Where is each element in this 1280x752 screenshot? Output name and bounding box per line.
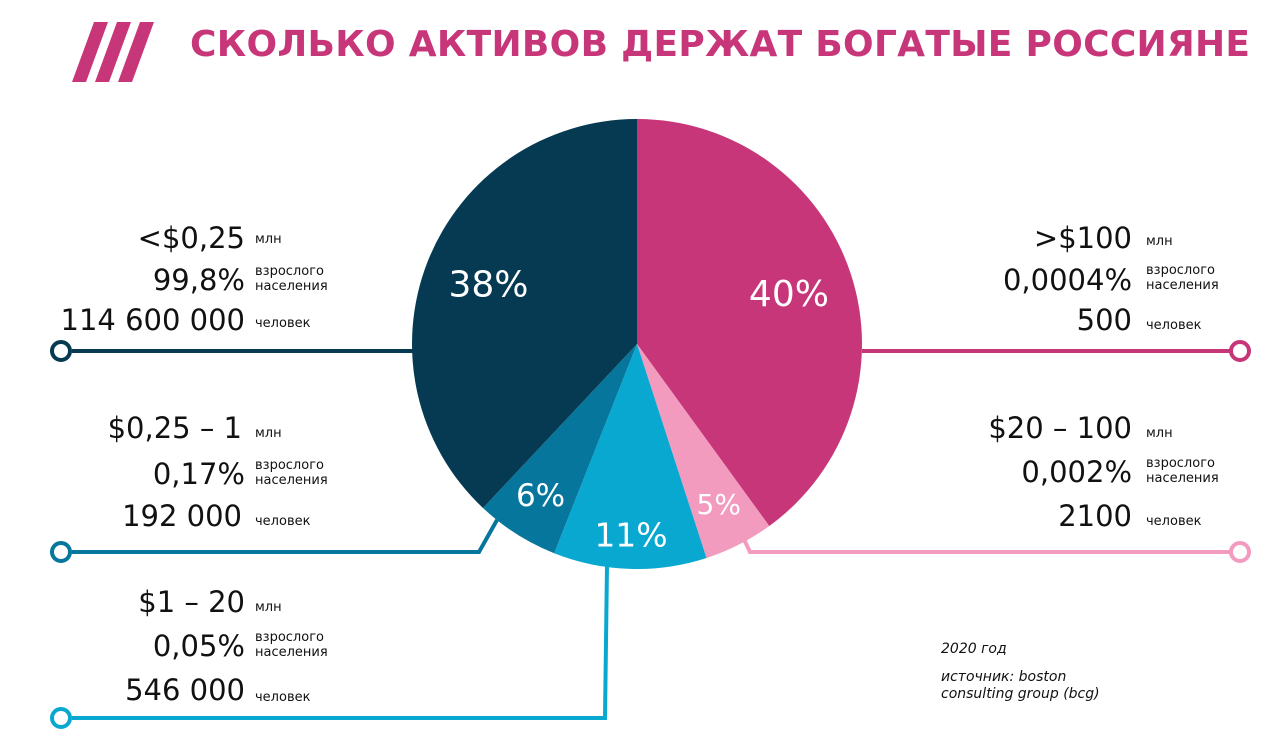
people-value: 2100 xyxy=(1058,499,1132,533)
unit-adult-2: населения xyxy=(1146,471,1219,486)
share-value: 0,002% xyxy=(1021,455,1132,489)
unit-adult-2: населения xyxy=(255,645,328,660)
share-value: 0,05% xyxy=(152,629,245,663)
unit-adult-2: населения xyxy=(255,473,328,488)
people-value: 500 xyxy=(1076,303,1132,337)
range-label: $20 – 100 xyxy=(988,411,1132,445)
pie-slice xyxy=(482,344,637,554)
year-note: 2020 год xyxy=(941,641,1007,657)
people-value: 114 600 000 xyxy=(60,303,246,337)
unit-adult-1: взрослого xyxy=(1146,263,1215,278)
share-value: 99,8% xyxy=(152,263,245,297)
unit-mln: млн xyxy=(1146,234,1173,249)
unit-mln: млн xyxy=(1146,426,1173,441)
unit-people: человек xyxy=(255,514,311,529)
connector-end-circle xyxy=(50,541,72,563)
slice-value-label: 40% xyxy=(749,274,829,315)
unit-adult-1: взрослого xyxy=(255,630,324,645)
logo-slashes-icon xyxy=(72,22,154,82)
unit-adult-2: населения xyxy=(1146,278,1219,293)
unit-mln: млн xyxy=(255,232,282,247)
unit-mln: млн xyxy=(255,600,282,615)
connector-end-circle xyxy=(1229,340,1251,362)
people-value: 546 000 xyxy=(125,673,245,707)
pie-slice xyxy=(412,119,637,509)
source-note-line1: источник: boston xyxy=(941,669,1067,685)
slice-value-label: 11% xyxy=(594,516,667,555)
slice-value-label: 6% xyxy=(516,478,565,514)
slice-value-label: 38% xyxy=(448,265,528,306)
people-value: 192 000 xyxy=(122,499,242,533)
unit-adult-1: взрослого xyxy=(1146,456,1215,471)
range-label: $0,25 – 1 xyxy=(107,411,242,445)
source-note-line2: consulting group (bcg) xyxy=(941,686,1100,702)
connector-line xyxy=(72,564,609,720)
connector-end-circle xyxy=(50,340,72,362)
pie-slice xyxy=(554,344,707,570)
range-label: <$0,25 xyxy=(137,221,245,255)
connector-line xyxy=(72,519,499,554)
unit-adult-1: взрослого xyxy=(255,458,324,473)
connector-line xyxy=(740,534,1230,554)
connector-end-circle xyxy=(50,707,72,729)
page-title: СКОЛЬКО АКТИВОВ ДЕРЖАТ БОГАТЫЕ РОССИЯНЕ xyxy=(190,24,1251,65)
range-label: >$100 xyxy=(1033,221,1132,255)
connector-end-circle xyxy=(1229,541,1251,563)
unit-mln: млн xyxy=(255,426,282,441)
pie-slice xyxy=(637,119,862,527)
unit-people: человек xyxy=(1146,318,1202,333)
unit-people: человек xyxy=(255,690,311,705)
share-value: 0,17% xyxy=(152,457,245,491)
unit-adult-2: населения xyxy=(255,279,328,294)
unit-people: человек xyxy=(255,316,311,331)
share-value: 0,0004% xyxy=(1002,263,1132,297)
range-label: $1 – 20 xyxy=(138,585,245,619)
unit-people: человек xyxy=(1146,514,1202,529)
pie-slice xyxy=(637,344,770,558)
unit-adult-1: взрослого xyxy=(255,264,324,279)
slice-value-label: 5% xyxy=(697,488,741,521)
